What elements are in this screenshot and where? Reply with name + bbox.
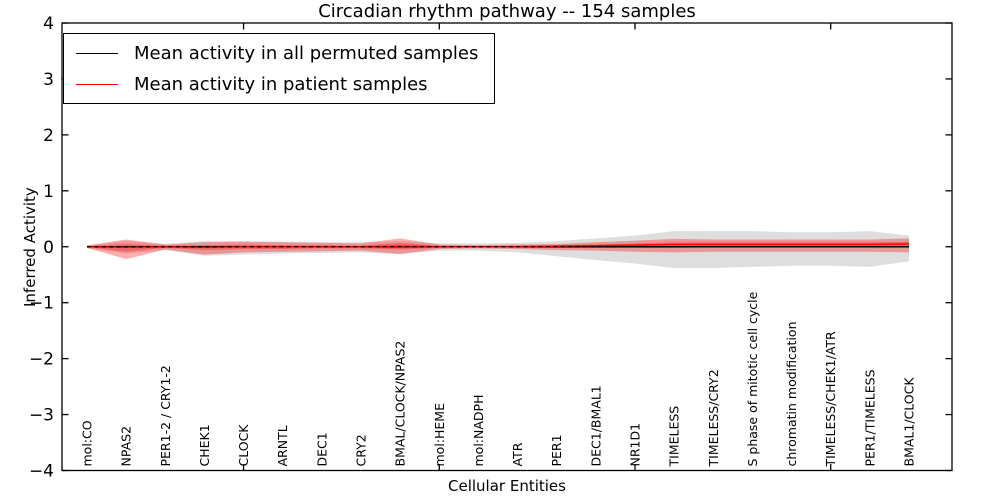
category-label: mol:HEME bbox=[432, 403, 447, 467]
y-tick-label: 1 bbox=[43, 182, 54, 202]
patient-activity-range-band bbox=[87, 238, 909, 260]
category-label: NPAS2 bbox=[119, 426, 134, 467]
legend-label: Mean activity in patient samples bbox=[134, 73, 428, 95]
category-label: mol:NADPH bbox=[471, 395, 486, 467]
category-label: DEC1 bbox=[314, 432, 329, 466]
x-axis-label: Cellular Entities bbox=[448, 477, 566, 495]
y-tick-label: −4 bbox=[29, 462, 54, 482]
category-label: DEC1/BMAL1 bbox=[588, 385, 603, 466]
category-label: TIMELESS bbox=[667, 406, 682, 468]
category-label: CHEK1 bbox=[197, 424, 212, 466]
y-tick-label: 0 bbox=[43, 238, 54, 258]
y-tick-label: 2 bbox=[43, 126, 54, 146]
y-tick-label: 4 bbox=[43, 14, 54, 34]
category-label: BMAL1/CLOCK bbox=[902, 377, 917, 467]
category-label: TIMELESS/CHEK1/ATR bbox=[823, 331, 838, 468]
legend-line-swatch bbox=[76, 83, 118, 85]
chart-title: Circadian rhythm pathway -- 154 samples bbox=[318, 1, 696, 22]
category-label: CRY2 bbox=[354, 434, 369, 466]
category-label: CLOCK bbox=[236, 424, 251, 467]
legend-entry: Mean activity in all permuted samples bbox=[76, 41, 478, 65]
category-label: PER1 bbox=[549, 434, 564, 466]
y-tick-label: −1 bbox=[29, 294, 54, 314]
legend: Mean activity in all permuted samples Mea… bbox=[63, 33, 496, 104]
y-tick-label: −3 bbox=[29, 406, 54, 426]
category-label: chromatin modification bbox=[784, 322, 799, 467]
legend-label: Mean activity in all permuted samples bbox=[134, 42, 479, 64]
category-label: ATR bbox=[510, 442, 525, 466]
permuted-activity-range-band bbox=[87, 231, 909, 269]
y-tick-label: −2 bbox=[29, 350, 54, 370]
category-label: PER1/TIMELESS bbox=[862, 369, 877, 466]
category-label: PER1-2 / CRY1-2 bbox=[158, 365, 173, 466]
category-label: NR1D1 bbox=[628, 423, 643, 467]
y-axis-label: Inferred Activity bbox=[21, 187, 39, 307]
category-label: ARNTL bbox=[275, 425, 290, 466]
category-label: S phase of mitotic cell cycle bbox=[745, 291, 760, 466]
y-tick-label: 3 bbox=[43, 70, 54, 90]
category-label: TIMELESS/CRY2 bbox=[706, 369, 721, 467]
legend-line-swatch bbox=[76, 52, 118, 54]
category-label: mol:CO bbox=[80, 420, 95, 466]
category-label: BMAL/CLOCK/NPAS2 bbox=[393, 341, 408, 467]
legend-entry: Mean activity in patient samples bbox=[76, 72, 478, 96]
